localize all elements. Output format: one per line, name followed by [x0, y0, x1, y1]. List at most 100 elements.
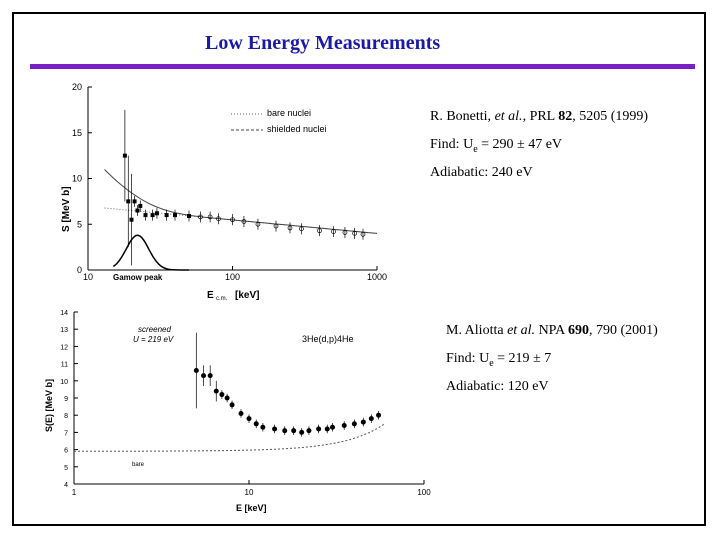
ref1-find-label: Find: U [430, 137, 474, 152]
plot2-ytick-label: 13 [60, 327, 68, 334]
plot1-xlabel-sub: c.m. [216, 296, 228, 302]
plot1-point [154, 211, 159, 216]
plot2-curves [74, 423, 386, 452]
plot1-legend-shielded: shielded nuclei [267, 124, 327, 134]
plot1-point [317, 228, 322, 234]
ref2-etal: et al. [507, 323, 536, 338]
ref2-find: Find: Ue = 219 ± 7 [446, 351, 551, 369]
plot1-ticks: 0 5 10 15 20 10 100 1000 [72, 82, 387, 282]
plot2-ticks: 4 5 6 7 8 9 10 11 12 13 14 1 10 100 [60, 310, 431, 497]
plot1-xlabel: E [207, 290, 214, 301]
plot1-point [135, 208, 140, 213]
plot2-ytick-label: 6 [64, 448, 68, 455]
plot2-ytick-label: 10 [60, 379, 68, 386]
plot1-gamow-peak [112, 234, 189, 271]
plot1-point [255, 221, 261, 227]
plot1-point [172, 213, 177, 218]
plot2-ytick-label: 8 [64, 413, 68, 420]
ref1-find-value: = 290 ± 47 eV [477, 137, 563, 152]
ref1-find: Find: Ue = 290 ± 47 eV [430, 137, 562, 155]
plot2-xtick-label: 10 [245, 488, 254, 497]
plot2-point [316, 426, 322, 432]
plot1-point [360, 231, 366, 237]
plot1-xtick-label: 100 [225, 272, 240, 282]
plot1-point [241, 219, 247, 224]
plot2-point [341, 423, 347, 429]
plot2-point [324, 426, 330, 432]
plot2-ytick-label: 5 [64, 465, 68, 472]
plot1-point [230, 217, 235, 223]
plot1-ytick-label: 20 [72, 82, 82, 92]
plot1-point [187, 214, 192, 219]
plot2-point [253, 421, 259, 427]
plot1-ytick-label: 5 [77, 219, 82, 229]
plot1-ylabel: S [MeV b] [61, 186, 72, 232]
plot2-point [299, 429, 305, 435]
plot2-reaction-label: 3He(d,p)4He [302, 334, 354, 344]
ref1-authors: R. Bonetti, [430, 109, 495, 124]
plot1-point [126, 199, 131, 204]
ref2-find-sub: e [489, 357, 494, 369]
plot2-xlabel: E [keV] [236, 503, 267, 513]
plot1-xlabel-unit: [keV] [235, 290, 259, 301]
title-rule [30, 64, 695, 69]
plot2-ue-label: U = 219 eV [133, 335, 174, 344]
ref2-adiabatic: Adiabatic: 120 eV [446, 379, 549, 394]
plot2-point [360, 419, 366, 425]
plot1-xtick-label: 1000 [367, 272, 387, 282]
plot2-bare-label: bare [132, 462, 145, 468]
plot1-point [331, 229, 336, 234]
plot2-point [201, 373, 207, 379]
plot2-ytick-label: 14 [60, 310, 68, 317]
plot1-point [143, 213, 148, 218]
ref1-pages: , 5205 (1999) [572, 109, 649, 124]
plot1-ytick-label: 0 [77, 265, 82, 275]
ref2-pages: , 790 (2001) [589, 323, 658, 338]
plot2-xtick-label: 1 [72, 488, 77, 497]
ref2-find-value: = 219 ± 7 [493, 351, 552, 366]
plot2-point [229, 402, 235, 408]
plot2-point [291, 428, 297, 434]
plot2-xtick-label: 100 [417, 488, 431, 497]
plot2-point [238, 410, 244, 416]
plot2-ytick-label: 4 [64, 482, 68, 489]
plot1-points [122, 109, 366, 266]
plot2-screened-label: screened [138, 325, 171, 334]
plot2-point [329, 424, 335, 430]
plot1-point [207, 214, 213, 220]
plot2-point [272, 426, 278, 432]
plot1-point [132, 199, 137, 204]
plot2-point [306, 428, 312, 434]
plot1-shielded-curve [104, 169, 378, 234]
plot2-point [224, 395, 230, 401]
ref1-citation: R. Bonetti, et al., PRL 82, 5205 (1999) [430, 109, 648, 125]
plot1-point [352, 231, 357, 236]
ref2-volume: 690 [568, 323, 590, 338]
plot2-point [213, 388, 219, 394]
plot1-point [287, 225, 293, 231]
ref1-etal: et al. [494, 109, 523, 124]
plot2-point [351, 421, 357, 427]
plot1-point [138, 203, 143, 208]
ref1-volume: 82 [558, 109, 573, 124]
plot2-point [282, 428, 288, 434]
plot1-point [299, 226, 304, 232]
plot2-point [376, 412, 382, 418]
plot1-point [150, 213, 155, 218]
plot1-ytick-label: 10 [72, 174, 82, 184]
plot2-points [193, 332, 382, 437]
plot1-point [129, 217, 134, 222]
plot1-point [273, 223, 279, 229]
plot2-point [193, 367, 199, 373]
ref2-authors: M. Aliotta [446, 323, 508, 338]
plot2-ytick-label: 11 [61, 362, 68, 369]
slide-title: Low Energy Measurements [205, 32, 441, 54]
plot1-point [216, 216, 221, 222]
plot2-ylabel: S(E) [MeV b] [44, 379, 54, 432]
plot2-ytick-label: 9 [64, 396, 68, 403]
plot2-ytick-label: 7 [64, 430, 68, 437]
plot1-point [122, 153, 127, 158]
plot1-curves [104, 169, 378, 271]
ref2-journal: NPA [535, 323, 569, 338]
